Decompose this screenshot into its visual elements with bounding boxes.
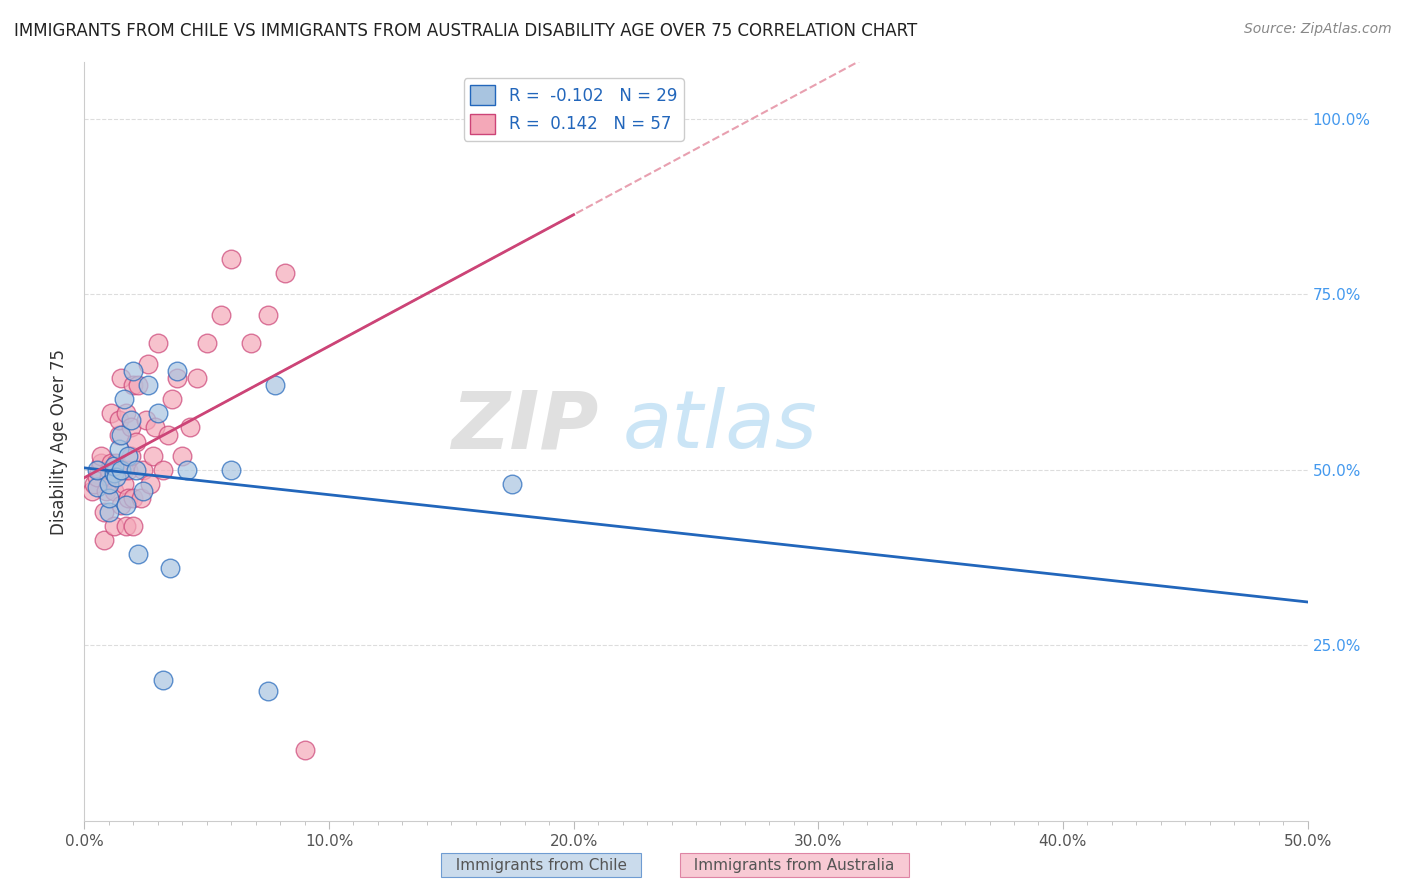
Point bbox=[110, 462, 132, 476]
Point bbox=[97, 476, 120, 491]
Point bbox=[136, 357, 159, 371]
Point bbox=[86, 469, 108, 483]
Point bbox=[502, 476, 524, 491]
Point bbox=[166, 364, 188, 378]
Point bbox=[117, 491, 139, 505]
Point bbox=[107, 442, 129, 456]
Point bbox=[93, 505, 115, 519]
Point bbox=[86, 462, 108, 476]
Point bbox=[97, 505, 120, 519]
Point bbox=[294, 743, 316, 757]
Point bbox=[257, 308, 280, 322]
Point bbox=[195, 336, 218, 351]
Point bbox=[146, 336, 169, 351]
Text: Source: ZipAtlas.com: Source: ZipAtlas.com bbox=[1244, 22, 1392, 37]
Point bbox=[110, 498, 132, 512]
Point bbox=[103, 518, 125, 533]
Point bbox=[103, 466, 125, 480]
Point bbox=[105, 462, 128, 476]
Point bbox=[186, 371, 208, 385]
Point bbox=[129, 491, 152, 505]
Point bbox=[110, 371, 132, 385]
Point bbox=[122, 518, 145, 533]
Point bbox=[100, 407, 122, 421]
Point bbox=[146, 407, 169, 421]
Point bbox=[86, 480, 108, 494]
Point bbox=[274, 266, 297, 280]
Point bbox=[120, 420, 142, 434]
Point bbox=[112, 392, 135, 407]
Point bbox=[115, 518, 138, 533]
Point bbox=[125, 462, 148, 476]
Point bbox=[97, 469, 120, 483]
Point bbox=[166, 371, 188, 385]
Point bbox=[132, 483, 155, 498]
Point bbox=[97, 491, 120, 505]
Point bbox=[93, 533, 115, 547]
Text: Immigrants from Australia: Immigrants from Australia bbox=[685, 858, 904, 872]
Point bbox=[127, 547, 149, 561]
Point bbox=[103, 483, 125, 498]
Point bbox=[120, 449, 142, 463]
Point bbox=[90, 449, 112, 463]
Point bbox=[257, 683, 280, 698]
Text: IMMIGRANTS FROM CHILE VS IMMIGRANTS FROM AUSTRALIA DISABILITY AGE OVER 75 CORREL: IMMIGRANTS FROM CHILE VS IMMIGRANTS FROM… bbox=[14, 22, 917, 40]
Point bbox=[136, 378, 159, 392]
Point bbox=[132, 462, 155, 476]
Point bbox=[105, 469, 128, 483]
Point bbox=[117, 462, 139, 476]
Point bbox=[135, 413, 157, 427]
Point bbox=[97, 476, 120, 491]
Point bbox=[103, 459, 125, 474]
Point bbox=[127, 378, 149, 392]
Point bbox=[264, 378, 287, 392]
Point bbox=[179, 420, 201, 434]
Point bbox=[115, 407, 138, 421]
Point bbox=[152, 673, 174, 688]
Legend: R =  -0.102   N = 29, R =  0.142   N = 57: R = -0.102 N = 29, R = 0.142 N = 57 bbox=[464, 78, 683, 141]
Point bbox=[90, 456, 112, 470]
Point bbox=[87, 462, 110, 476]
Point bbox=[105, 456, 128, 470]
Point bbox=[219, 462, 242, 476]
Point bbox=[122, 364, 145, 378]
Point bbox=[120, 413, 142, 427]
Point bbox=[110, 427, 132, 442]
Point bbox=[96, 483, 118, 498]
Point bbox=[219, 252, 242, 266]
Point bbox=[122, 491, 145, 505]
Point bbox=[100, 456, 122, 470]
Text: ZIP: ZIP bbox=[451, 387, 598, 466]
Point bbox=[176, 462, 198, 476]
Point bbox=[159, 561, 181, 575]
Point bbox=[239, 336, 262, 351]
Point bbox=[162, 392, 184, 407]
Point bbox=[172, 449, 194, 463]
Point bbox=[117, 449, 139, 463]
Point bbox=[112, 476, 135, 491]
Point bbox=[142, 449, 165, 463]
Point bbox=[83, 476, 105, 491]
Point bbox=[143, 420, 166, 434]
Point bbox=[80, 483, 103, 498]
Point bbox=[97, 462, 120, 476]
Point bbox=[115, 498, 138, 512]
Text: atlas: atlas bbox=[623, 387, 817, 466]
Point bbox=[139, 476, 162, 491]
Point bbox=[107, 427, 129, 442]
Point bbox=[107, 413, 129, 427]
Point bbox=[122, 378, 145, 392]
Y-axis label: Disability Age Over 75: Disability Age Over 75 bbox=[51, 349, 69, 534]
Point bbox=[152, 462, 174, 476]
Point bbox=[156, 427, 179, 442]
Text: Immigrants from Chile: Immigrants from Chile bbox=[446, 858, 637, 872]
Point bbox=[209, 308, 232, 322]
Point bbox=[125, 434, 148, 449]
Point bbox=[112, 462, 135, 476]
